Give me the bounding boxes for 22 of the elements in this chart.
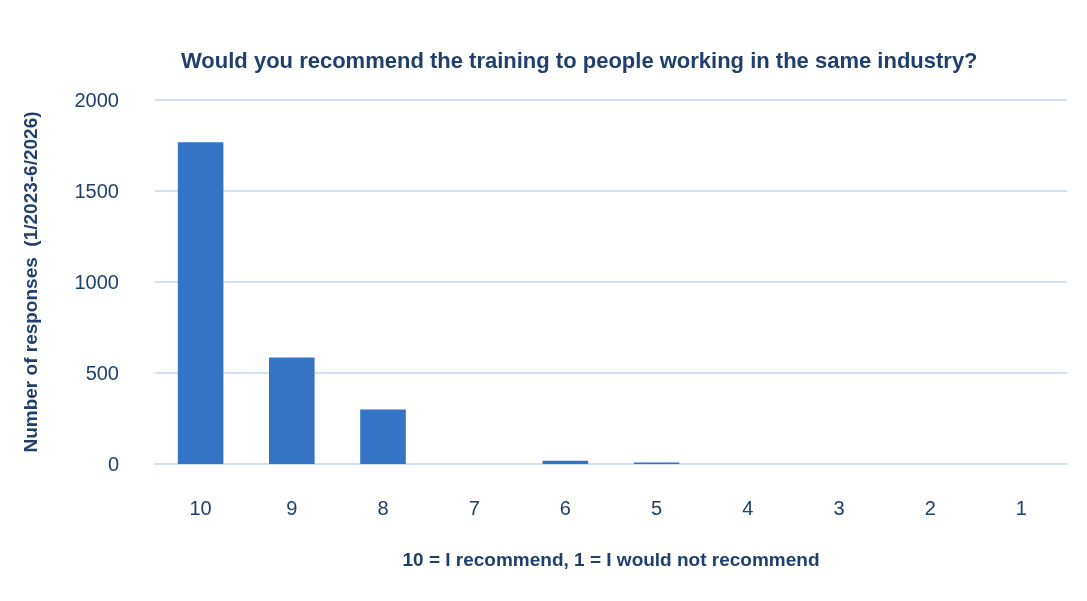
y-tick-label: 0 [107, 453, 119, 475]
bar [269, 357, 315, 464]
chart-title: Would you recommend the training to people working in the same industry? [181, 47, 978, 73]
x-tick-label: 5 [651, 497, 663, 519]
y-tick-label: 2000 [74, 89, 119, 111]
x-tick-label: 6 [559, 497, 571, 519]
x-tick-label: 10 [189, 497, 212, 519]
bar [542, 460, 589, 464]
y-axis-title: Number of responses (1/2023-6/2026) [20, 111, 41, 453]
bar [360, 409, 406, 464]
y-tick-label: 500 [85, 362, 119, 384]
x-tick-label: 1 [1015, 497, 1027, 519]
x-tick-label: 3 [833, 497, 845, 519]
x-tick-label: 2 [924, 497, 936, 519]
y-tick-label: 1500 [74, 180, 119, 202]
x-tick-label: 9 [286, 497, 298, 519]
bar [177, 142, 224, 464]
x-tick-label: 4 [742, 497, 754, 519]
x-axis-title: 10 = I recommend, 1 = I would not recommend [402, 549, 820, 570]
x-tick-label: 7 [468, 497, 480, 519]
x-tick-label: 8 [377, 497, 389, 519]
y-tick-label: 1000 [74, 271, 119, 293]
